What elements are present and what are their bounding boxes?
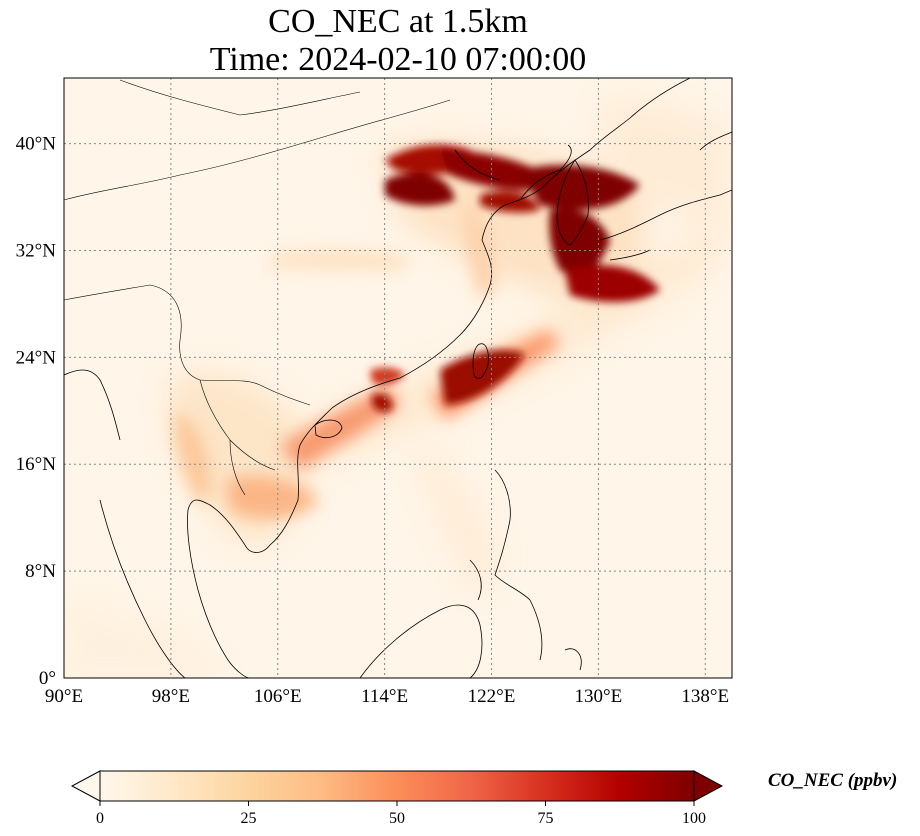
map-subtitle-time: Time: 2024-02-10 07:00:00	[209, 41, 587, 78]
lat-tick-label: 8°N	[25, 561, 56, 582]
colorbar-extend-max	[693, 770, 724, 802]
colorbar-tick-label: 0	[96, 810, 104, 827]
lon-tick-label: 90°E	[45, 686, 83, 707]
colorbar: 0 25 50 75 100	[70, 770, 724, 827]
colorbar-tick-label: 50	[389, 810, 405, 827]
lon-tick-label: 98°E	[152, 686, 190, 707]
lat-tick-label: 32°N	[16, 240, 57, 261]
coastlines	[64, 78, 732, 678]
colorbar-tick-label: 75	[538, 810, 554, 827]
colorbar-gradient	[100, 771, 694, 801]
lon-tick-label: 106°E	[254, 686, 302, 707]
map-title: CO_NEC at 1.5km	[268, 3, 528, 40]
map-frame	[63, 77, 733, 679]
lon-tick-label: 130°E	[575, 686, 623, 707]
colorbar-tick-label: 100	[682, 810, 706, 827]
axis-labels: 90°E 98°E 106°E 114°E 122°E 130°E 138°E 0° 8°N 16…	[16, 134, 729, 707]
colorbar-label: CO_NEC (ppbv)	[768, 770, 898, 791]
co-concentration-field	[64, 97, 732, 678]
lat-tick-label: 0°	[39, 668, 56, 689]
colorbar-extend-min	[70, 770, 101, 802]
lon-tick-label: 122°E	[468, 686, 516, 707]
lon-tick-label: 138°E	[681, 686, 729, 707]
gridlines	[64, 78, 732, 678]
colorbar-tick-label: 25	[241, 810, 257, 827]
lat-tick-label: 40°N	[16, 134, 57, 155]
lat-tick-label: 24°N	[16, 347, 57, 368]
lon-tick-label: 114°E	[361, 686, 408, 707]
lat-tick-label: 16°N	[16, 454, 57, 475]
